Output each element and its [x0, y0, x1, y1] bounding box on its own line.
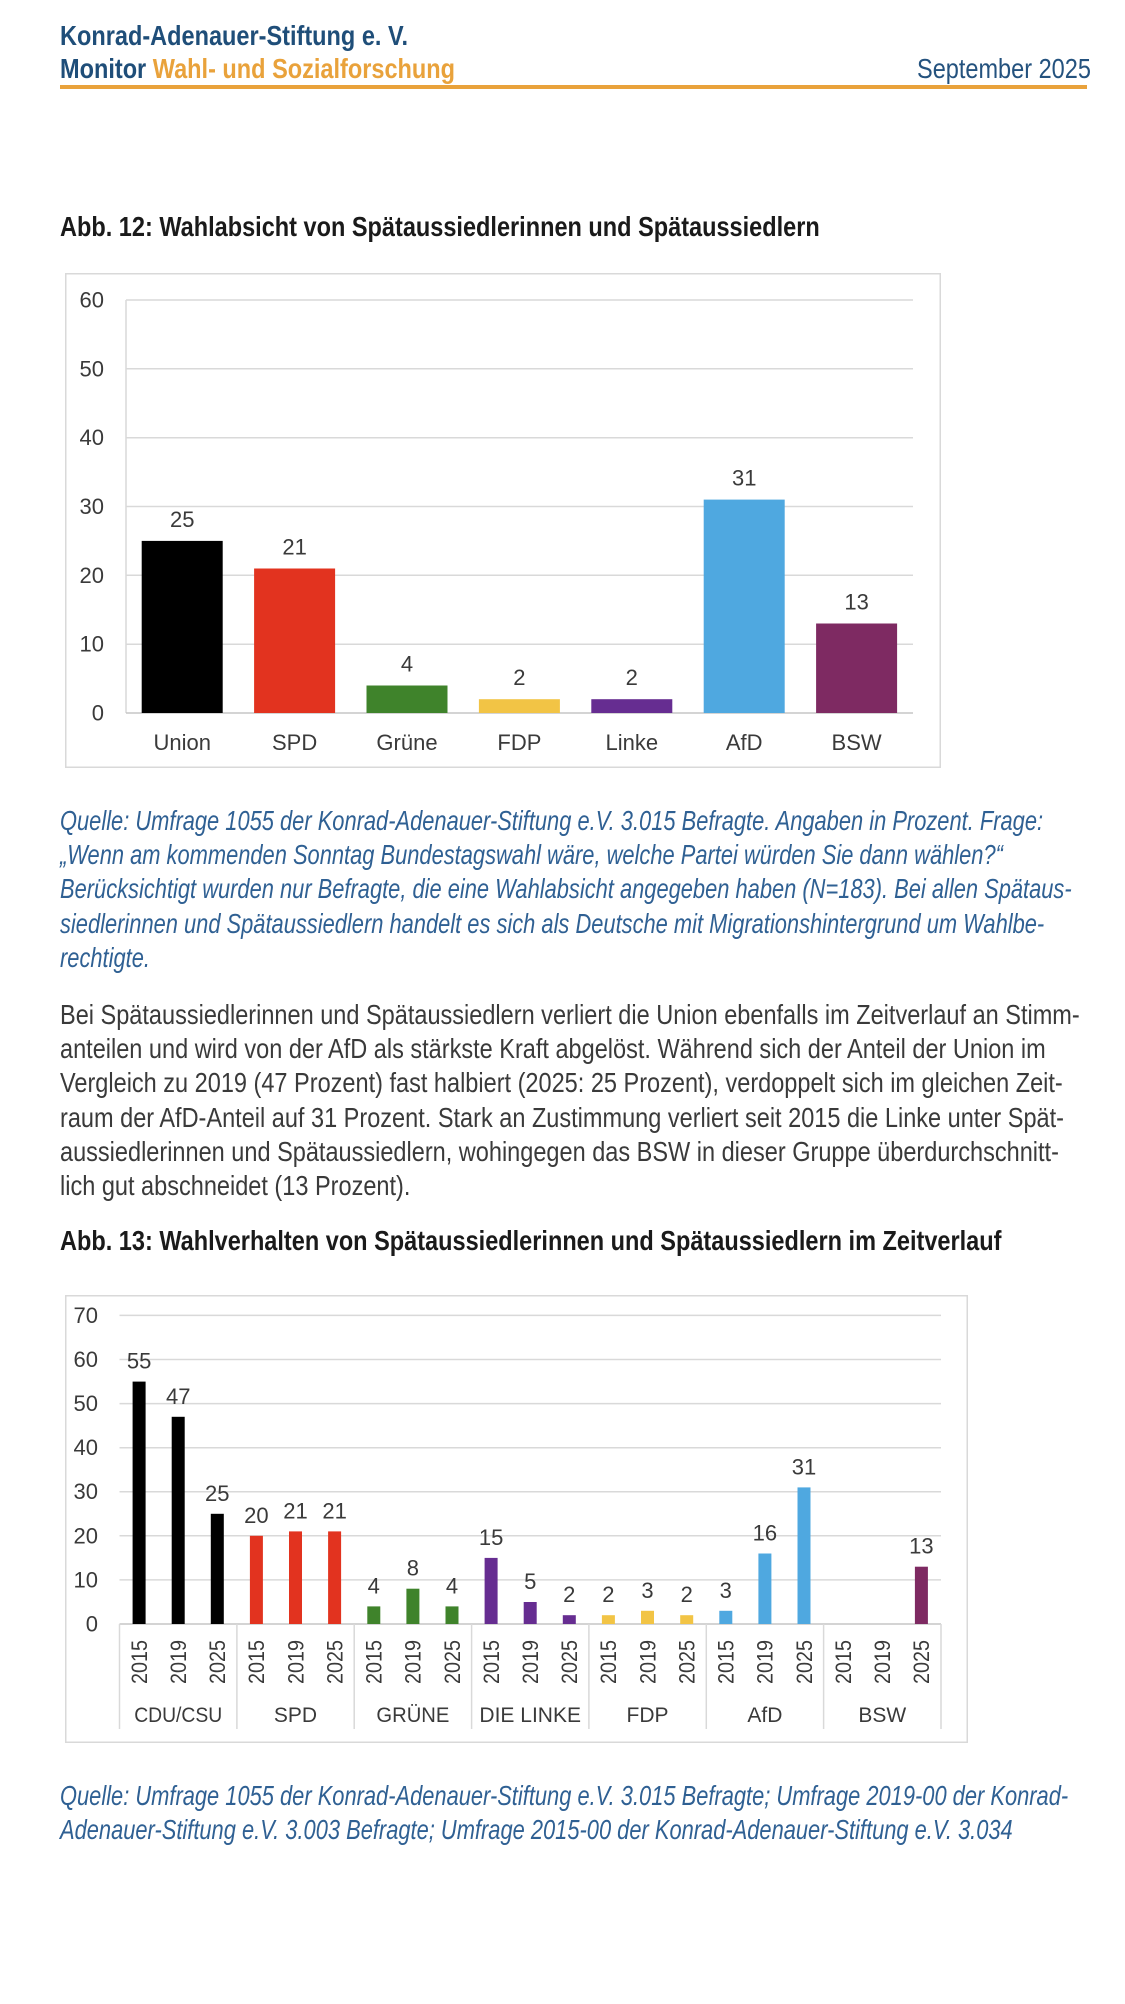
svg-text:2015: 2015	[362, 1640, 387, 1684]
svg-text:5: 5	[524, 1569, 536, 1594]
svg-text:DIE LINKE: DIE LINKE	[479, 1704, 581, 1727]
svg-text:2025: 2025	[557, 1640, 582, 1684]
svg-text:30: 30	[80, 494, 104, 519]
svg-text:2: 2	[626, 665, 638, 690]
svg-text:SPD: SPD	[272, 730, 317, 755]
svg-text:2025: 2025	[909, 1640, 934, 1684]
svg-text:2025: 2025	[205, 1640, 230, 1684]
svg-text:2015: 2015	[127, 1640, 152, 1684]
svg-text:25: 25	[170, 507, 194, 532]
svg-text:10: 10	[80, 632, 104, 657]
svg-text:2: 2	[602, 1582, 614, 1607]
svg-text:2025: 2025	[440, 1640, 465, 1684]
svg-text:21: 21	[282, 535, 306, 560]
svg-text:Union: Union	[153, 730, 210, 755]
svg-text:2015: 2015	[596, 1640, 621, 1684]
svg-text:2: 2	[681, 1582, 693, 1607]
svg-text:31: 31	[792, 1454, 816, 1479]
svg-text:30: 30	[74, 1479, 98, 1504]
svg-text:SPD: SPD	[274, 1704, 317, 1727]
svg-text:50: 50	[74, 1391, 98, 1416]
svg-text:25: 25	[205, 1481, 229, 1506]
svg-text:13: 13	[844, 590, 868, 615]
svg-text:0: 0	[92, 701, 104, 726]
svg-text:40: 40	[80, 425, 104, 450]
svg-text:21: 21	[283, 1498, 307, 1523]
svg-text:60: 60	[74, 1347, 98, 1372]
svg-text:8: 8	[407, 1556, 419, 1581]
svg-text:FDP: FDP	[627, 1704, 669, 1727]
svg-text:20: 20	[80, 563, 104, 588]
svg-text:2025: 2025	[792, 1640, 817, 1684]
svg-text:BSW: BSW	[858, 1704, 906, 1727]
svg-text:2025: 2025	[322, 1640, 347, 1684]
svg-text:47: 47	[166, 1384, 190, 1409]
svg-text:60: 60	[80, 288, 104, 313]
svg-text:2015: 2015	[714, 1640, 739, 1684]
svg-text:20: 20	[74, 1523, 98, 1548]
svg-text:15: 15	[479, 1525, 503, 1550]
svg-text:55: 55	[127, 1349, 151, 1374]
svg-text:31: 31	[732, 466, 756, 491]
svg-text:AfD: AfD	[726, 730, 763, 755]
svg-text:4: 4	[446, 1573, 458, 1598]
svg-text:2015: 2015	[831, 1640, 856, 1684]
svg-text:4: 4	[401, 652, 413, 677]
svg-text:2025: 2025	[675, 1640, 700, 1684]
svg-text:40: 40	[74, 1435, 98, 1460]
svg-text:4: 4	[368, 1573, 380, 1598]
svg-text:2019: 2019	[166, 1640, 191, 1684]
svg-text:50: 50	[80, 356, 104, 381]
svg-text:70: 70	[74, 1303, 98, 1328]
svg-text:CDU/CSU: CDU/CSU	[134, 1704, 222, 1727]
svg-text:2015: 2015	[479, 1640, 504, 1684]
svg-text:2019: 2019	[401, 1640, 426, 1684]
svg-text:2019: 2019	[870, 1640, 895, 1684]
svg-text:Linke: Linke	[606, 730, 659, 755]
svg-text:3: 3	[641, 1578, 653, 1603]
svg-text:BSW: BSW	[832, 730, 882, 755]
svg-text:16: 16	[753, 1521, 777, 1546]
svg-text:2019: 2019	[635, 1640, 660, 1684]
svg-text:AfD: AfD	[747, 1704, 782, 1727]
svg-text:Grüne: Grüne	[376, 730, 437, 755]
svg-text:GRÜNE: GRÜNE	[376, 1704, 449, 1727]
svg-text:0: 0	[86, 1612, 98, 1637]
svg-text:2019: 2019	[283, 1640, 308, 1684]
svg-text:10: 10	[74, 1567, 98, 1592]
svg-text:2019: 2019	[518, 1640, 543, 1684]
svg-text:20: 20	[244, 1503, 268, 1528]
svg-text:21: 21	[322, 1498, 346, 1523]
svg-text:2: 2	[563, 1582, 575, 1607]
svg-text:3: 3	[720, 1578, 732, 1603]
svg-text:2: 2	[513, 665, 525, 690]
svg-text:13: 13	[909, 1534, 933, 1559]
svg-text:FDP: FDP	[497, 730, 541, 755]
svg-text:2015: 2015	[244, 1640, 269, 1684]
svg-text:2019: 2019	[753, 1640, 778, 1684]
